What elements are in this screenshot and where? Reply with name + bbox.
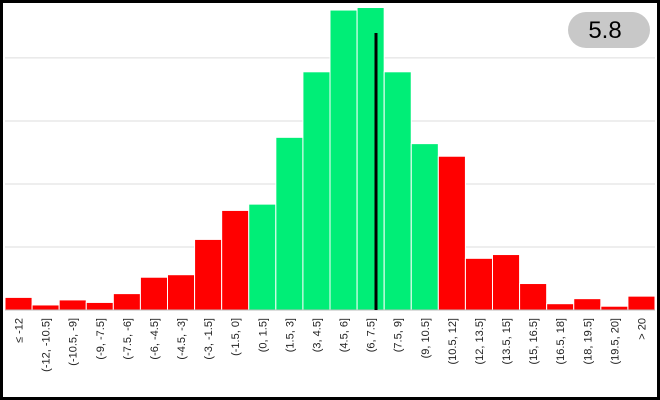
marker-badge	[568, 12, 650, 48]
x-tick-label: (6, 7.5]	[366, 318, 378, 352]
bar	[519, 283, 548, 311]
x-tick-label: (18, 19.5]	[582, 318, 594, 364]
bar	[600, 305, 629, 311]
bar	[573, 298, 602, 311]
bar	[492, 254, 521, 311]
x-tick-label: ≤ -12	[14, 318, 26, 343]
x-tick-label: (13.5, 15]	[501, 318, 513, 364]
bar	[4, 296, 33, 311]
bar	[221, 209, 250, 311]
bar	[248, 203, 277, 311]
x-tick-label: (7.5, 9]	[393, 318, 405, 352]
x-tick-label: (-10.5, -9]	[68, 318, 80, 366]
x-tick-label: (-3, -1.5]	[203, 318, 215, 360]
bar	[275, 136, 304, 311]
bar	[329, 9, 358, 311]
bar	[194, 238, 223, 311]
bar	[437, 155, 466, 311]
bar	[31, 304, 60, 311]
x-tick-label: (-12, -10.5]	[41, 318, 53, 372]
x-tick-label: (12, 13.5]	[474, 318, 486, 364]
x-tick-label: (10.5, 12]	[447, 318, 459, 364]
bar	[302, 71, 331, 311]
x-tick-label: (9, 10.5]	[420, 318, 432, 358]
bar	[58, 299, 87, 311]
x-tick-label: (0, 1.5]	[257, 318, 269, 352]
bar	[167, 274, 196, 311]
bar	[356, 7, 385, 311]
x-tick-label: (4.5, 6]	[339, 318, 351, 352]
x-tick-label: (3, 4.5]	[311, 318, 323, 352]
bar	[627, 295, 656, 311]
bar	[410, 143, 439, 311]
x-tick-label: (15, 16.5]	[528, 318, 540, 364]
bar	[139, 276, 169, 311]
bar	[546, 303, 575, 311]
x-tick-label: (-6, -4.5]	[149, 318, 161, 360]
x-tick-label: (19.5, 20]	[609, 318, 621, 364]
bar	[112, 293, 141, 311]
marker-label: 5.8	[588, 17, 621, 44]
bar	[464, 257, 493, 311]
x-tick-label: (-1.5, 0]	[230, 318, 242, 356]
bar	[85, 301, 114, 311]
x-tick-label: (-4.5, -3]	[176, 318, 188, 360]
x-tick-label: (1.5, 3]	[284, 318, 296, 352]
x-tick-label: > 20	[636, 318, 648, 340]
bar	[383, 71, 412, 311]
x-tick-label: (16.5, 18]	[555, 318, 567, 364]
x-tick-label: (-9, -7.5]	[95, 318, 107, 360]
x-tick-label: (-7.5, -6]	[122, 318, 134, 360]
